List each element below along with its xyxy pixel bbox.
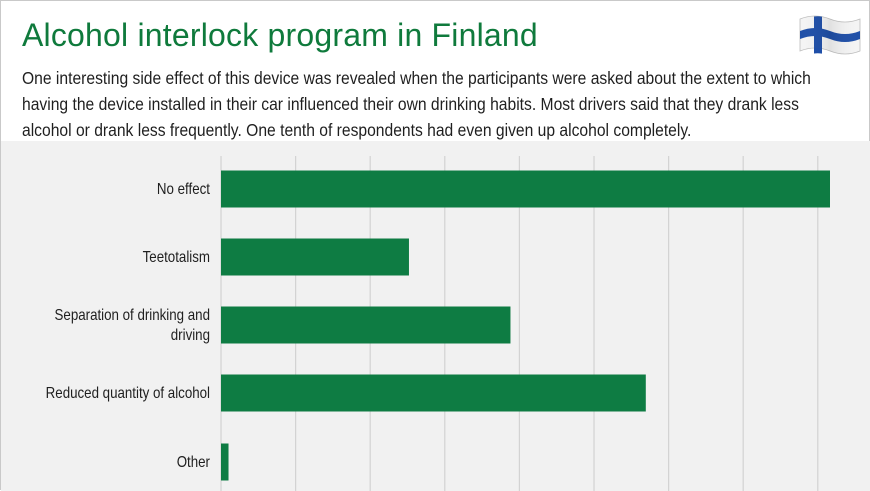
bar-no-effect [221, 170, 830, 208]
description-text: One interesting side effect of this devi… [22, 68, 811, 140]
page-title: Alcohol interlock program in Finland [22, 17, 538, 53]
category-label: Separation of drinking and driving [55, 307, 210, 344]
category-label: Teetotalism [143, 249, 210, 266]
bar-reduced-quantity-of-alcohol [221, 374, 646, 412]
bar-teetotalism [221, 238, 409, 276]
bar-other [221, 443, 229, 481]
finland-flag-icon [799, 15, 861, 55]
bar-separation-of-drinking-and-driving [221, 306, 511, 344]
category-label: Reduced quantity of alcohol [46, 385, 210, 402]
category-label: Other [177, 454, 210, 471]
category-label: No effect [157, 181, 210, 198]
